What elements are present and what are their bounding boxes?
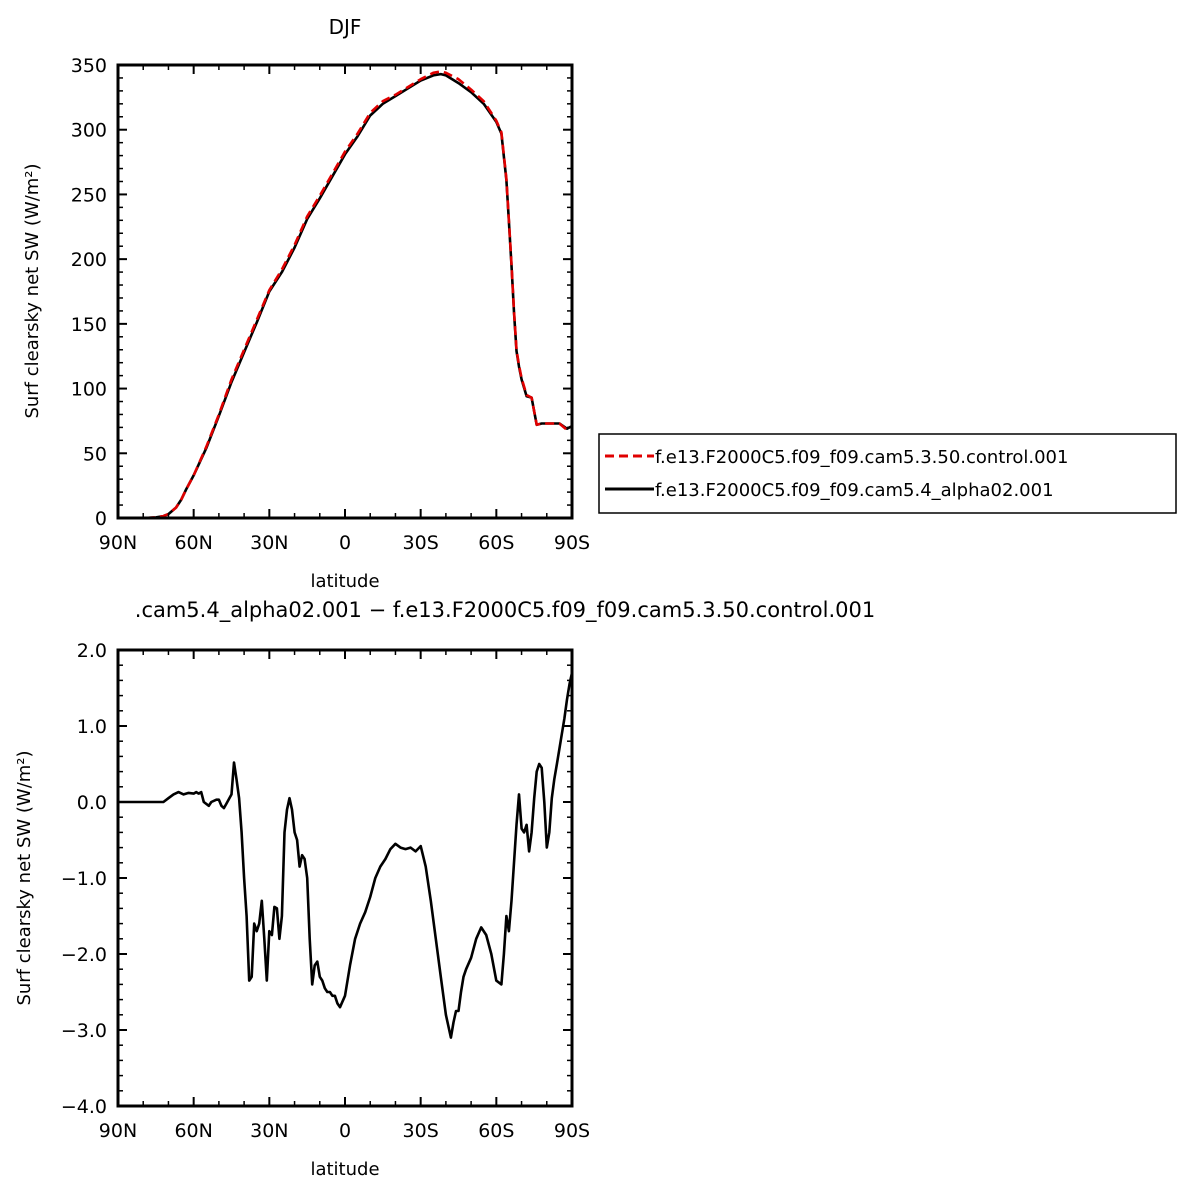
y-axis-label: Surf clearsky net SW (W/m²) — [22, 163, 43, 418]
y-tick-label: −3.0 — [61, 1020, 107, 1042]
y-tick-label: 0.0 — [77, 792, 107, 814]
series-line-0 — [118, 70, 573, 520]
y-tick-label: 0 — [95, 508, 107, 530]
x-tick-label: 30S — [403, 1120, 439, 1142]
tick-layer: 90N 60N 30N 0 30S 60S 90S −4.0 −3.0 −2.0 −1.0 0.0 1.… — [61, 640, 590, 1142]
top-panel: DJF 90N 60N 30N 0 30S 60S 90S 0 50 100 150 200 250 30… — [22, 15, 1177, 592]
y-axis-label: Surf clearsky net SW (W/m²) — [14, 750, 35, 1005]
y-tick-label: 100 — [71, 379, 107, 401]
y-tick-label: 300 — [71, 120, 107, 142]
y-tick-label: −1.0 — [61, 868, 107, 890]
tick-layer: 90N 60N 30N 0 30S 60S 90S 0 50 100 150 200 250 300 350 — [71, 55, 590, 554]
y-tick-label: 350 — [71, 55, 107, 77]
y-tick-label: 200 — [71, 249, 107, 271]
x-tick-label: 60S — [478, 1120, 514, 1142]
chart-title: DJF — [329, 15, 362, 39]
x-tick-label: 60N — [174, 532, 212, 554]
x-tick-label: 0 — [339, 532, 351, 554]
legend-label-alpha02: f.e13.F2000C5.f09_f09.cam5.4_alpha02.001 — [655, 480, 1054, 501]
y-tick-label: 250 — [71, 184, 107, 206]
x-tick-label: 30N — [250, 532, 288, 554]
x-tick-label: 30S — [403, 532, 439, 554]
series-line-1 — [118, 72, 573, 520]
x-tick-label: 60S — [478, 532, 514, 554]
legend-box — [598, 433, 1177, 514]
series-layer — [118, 672, 574, 1039]
y-tick-label: 50 — [83, 443, 107, 465]
x-axis-label: latitude — [310, 571, 379, 592]
x-axis-label: latitude — [310, 1159, 379, 1180]
x-tick-label: 0 — [339, 1120, 351, 1142]
y-tick-label: 1.0 — [77, 716, 107, 738]
y-tick-label: −4.0 — [61, 1096, 107, 1118]
x-tick-label: 30N — [250, 1120, 288, 1142]
plot-frame — [116, 63, 574, 520]
series-line-0 — [118, 672, 574, 1039]
legend-label-control: f.e13.F2000C5.f09_f09.cam5.3.50.control.… — [655, 447, 1068, 468]
x-tick-label: 90N — [99, 532, 137, 554]
legend: f.e13.F2000C5.f09_f09.cam5.3.50.control.… — [598, 433, 1177, 514]
x-tick-label: 90N — [99, 1120, 137, 1142]
x-tick-label: 60N — [174, 1120, 212, 1142]
series-layer — [118, 70, 573, 520]
y-tick-label: 150 — [71, 314, 107, 336]
y-tick-label: 2.0 — [77, 640, 107, 662]
plot-frame — [116, 648, 574, 1108]
x-tick-label: 90S — [554, 532, 590, 554]
x-tick-label: 90S — [554, 1120, 590, 1142]
y-tick-label: −2.0 — [61, 944, 107, 966]
bottom-panel: .cam5.4_alpha02.001 − f.e13.F2000C5.f09_… — [14, 598, 875, 1180]
chart-title: .cam5.4_alpha02.001 − f.e13.F2000C5.f09_… — [135, 598, 875, 623]
